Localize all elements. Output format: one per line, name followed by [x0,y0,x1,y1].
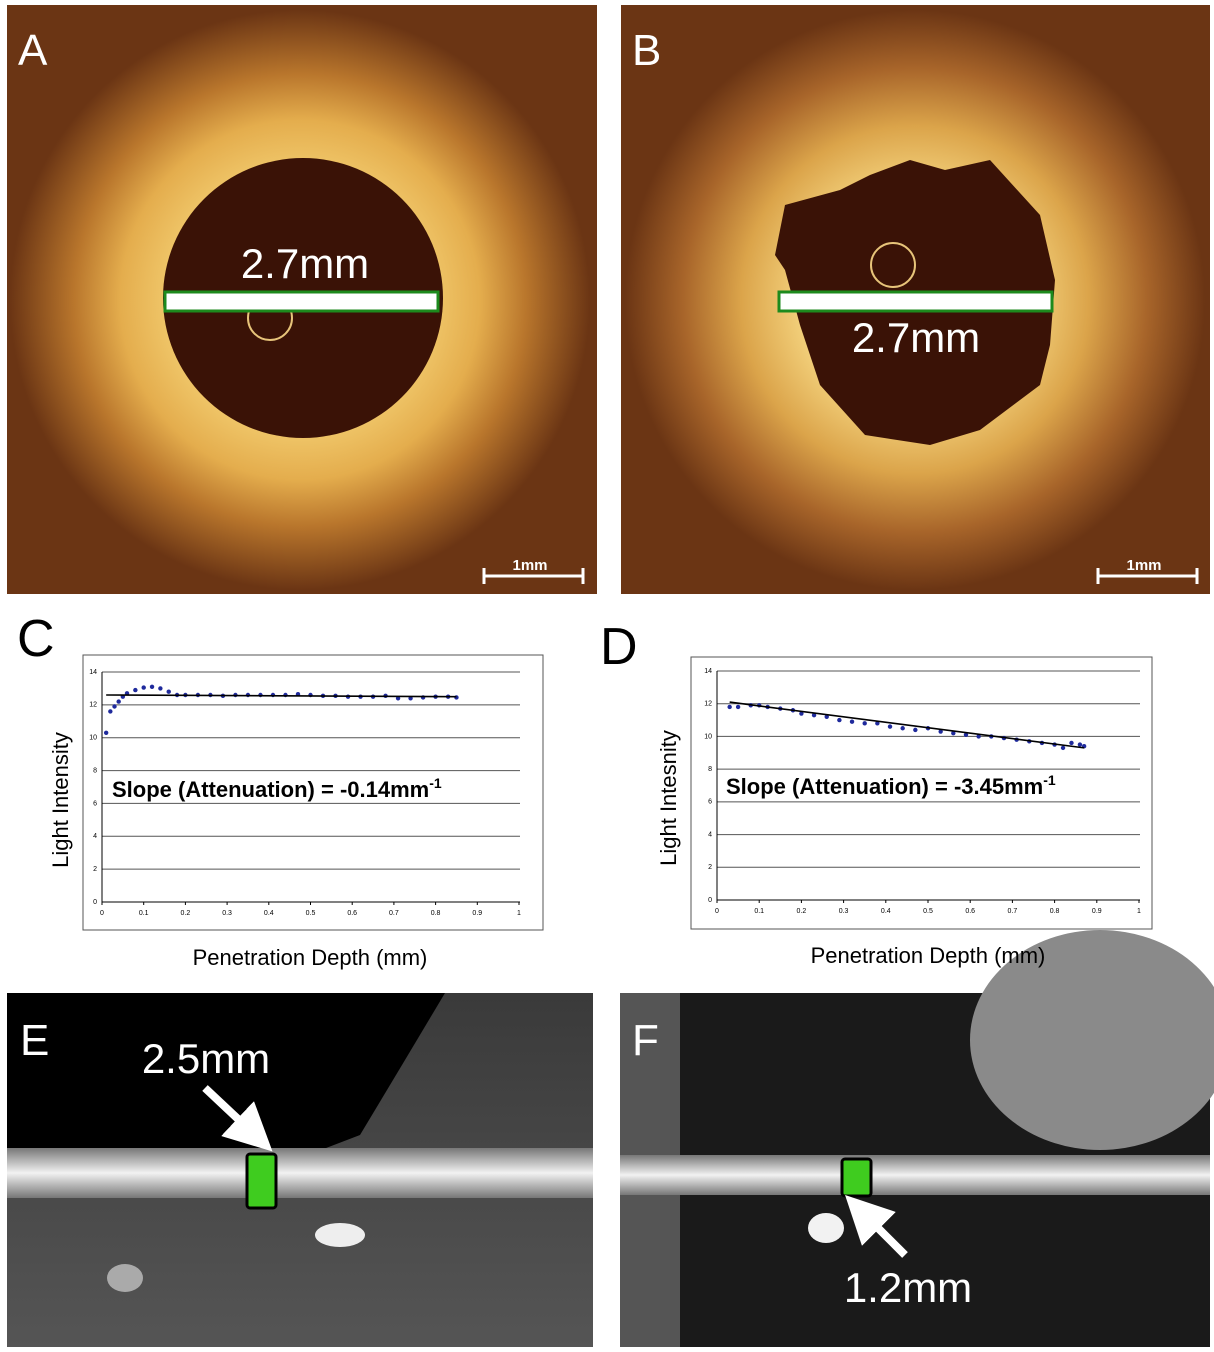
data-point [150,685,154,689]
panel-label: D [600,618,638,676]
x-tick-label: 0.6 [965,908,975,915]
x-tick-label: 1 [1137,908,1141,915]
annotation-text: Slope (Attenuation) = -3.45mm [726,774,1043,799]
measure-bar [165,292,438,311]
y-tick-label: 2 [708,864,712,871]
measurement: 2.7mm [852,314,980,361]
data-point [1069,741,1073,745]
figure: A 2.7mm 1mm B 2.7mm 1mm E 2.5mm [0,0,1214,1347]
data-point [837,718,841,722]
data-point [863,721,867,725]
measurement: 2.5mm [142,1035,270,1082]
bright-spot [808,1213,844,1243]
x-tick-label: 0.9 [1092,908,1102,915]
annotation: Slope (Attenuation) = -3.45mm-1 [726,772,1056,799]
data-point [104,731,108,735]
annotation-text: Slope (Attenuation) = -0.14mm [112,777,429,802]
bright-spot [107,1264,143,1292]
y-tick-label: 8 [708,766,712,773]
y-axis-label: Light Intesnity [656,730,681,866]
panel-f: F 1.2mm [620,930,1214,1347]
x-tick-label: 0.2 [797,908,807,915]
x-tick-label: 0.4 [264,910,274,917]
data-point [142,685,146,689]
x-tick-label: 0.5 [923,908,933,915]
x-tick-label: 0.1 [754,908,764,915]
panel-e: E 2.5mm [7,993,593,1347]
x-tick-label: 0.5 [306,910,316,917]
x-tick-label: 0.4 [881,908,891,915]
x-tick-label: 0.2 [181,910,191,917]
marker-box [842,1159,871,1196]
y-tick-label: 2 [93,866,97,873]
data-point [736,705,740,709]
y-tick-label: 14 [89,669,97,676]
x-tick-label: 0 [100,910,104,917]
x-tick-label: 0.6 [347,910,357,917]
y-tick-label: 4 [93,833,97,840]
data-point [913,728,917,732]
x-tick-label: 0 [715,908,719,915]
x-tick-label: 0.1 [139,910,149,917]
panel-b: B 2.7mm 1mm [621,5,1210,594]
y-tick-label: 0 [93,899,97,906]
x-tick-label: 0.7 [1008,908,1018,915]
measurement: 1.2mm [844,1264,972,1311]
x-tick-label: 0.8 [1050,908,1060,915]
measure-bar [779,292,1052,311]
x-tick-label: 1 [517,910,521,917]
data-point [850,720,854,724]
data-point [108,709,112,713]
bright-spot [315,1223,365,1247]
data-point [888,724,892,728]
annotation-superscript: -1 [1043,772,1056,788]
data-point [167,690,171,694]
vessel-band [620,1155,1210,1195]
panel-label: E [20,1016,49,1065]
x-axis-label: Penetration Depth (mm) [811,943,1046,968]
panel-label: F [632,1016,659,1065]
x-tick-label: 0.7 [389,910,399,917]
y-tick-label: 10 [704,733,712,740]
panel-label: A [18,26,48,75]
data-point [727,705,731,709]
panel-label: B [632,26,661,75]
data-point [158,686,162,690]
measurement: 2.7mm [241,240,369,287]
data-point [112,704,116,708]
x-tick-label: 0.8 [431,910,441,917]
data-point [133,688,137,692]
data-point [1078,742,1082,746]
data-point [1061,746,1065,750]
y-tick-label: 6 [93,800,97,807]
y-axis-label: Light Intensity [48,732,73,868]
annotation-superscript: -1 [429,775,442,791]
y-tick-label: 12 [704,701,712,708]
data-point [116,699,120,703]
x-tick-label: 0.3 [839,908,849,915]
data-point [900,726,904,730]
y-tick-label: 8 [93,767,97,774]
y-tick-label: 12 [89,702,97,709]
y-tick-label: 6 [708,799,712,806]
y-tick-label: 0 [708,897,712,904]
x-tick-label: 0.9 [472,910,482,917]
marker-box [247,1154,276,1208]
y-tick-label: 4 [708,831,712,838]
y-tick-label: 14 [704,668,712,675]
y-tick-label: 10 [89,735,97,742]
panel-a: A 2.7mm 1mm [7,5,597,594]
vessel-band [7,1148,593,1198]
panel-label: C [17,610,55,668]
x-axis-label: Penetration Depth (mm) [193,945,428,970]
x-tick-label: 0.3 [222,910,232,917]
scale-label: 1mm [512,557,547,574]
scale-label: 1mm [1126,557,1161,574]
annotation: Slope (Attenuation) = -0.14mm-1 [112,775,442,802]
